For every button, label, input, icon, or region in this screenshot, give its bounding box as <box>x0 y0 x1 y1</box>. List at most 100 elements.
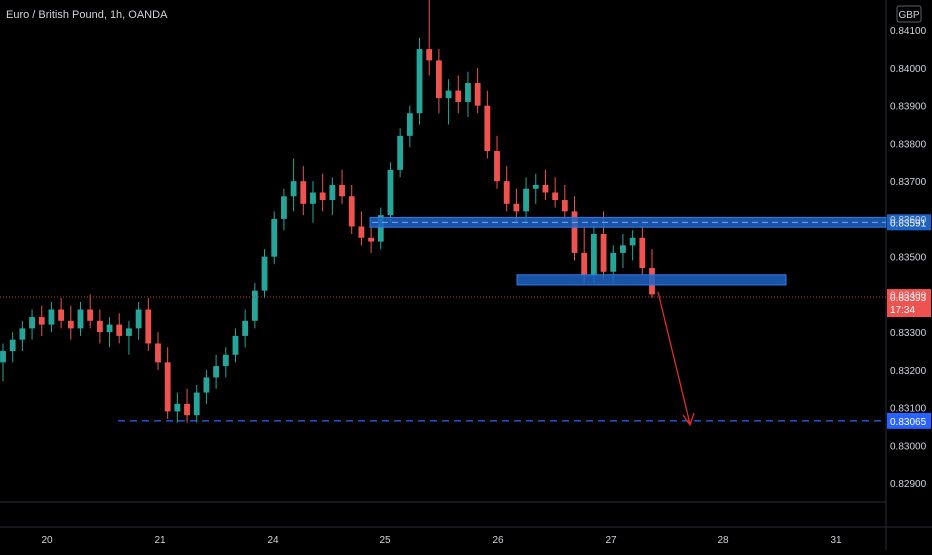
candle[interactable] <box>58 298 65 329</box>
candle[interactable] <box>639 226 646 276</box>
candle[interactable] <box>484 90 491 159</box>
candle[interactable] <box>164 347 171 419</box>
candle[interactable] <box>629 230 636 261</box>
candle[interactable] <box>300 166 307 216</box>
candle[interactable] <box>319 173 326 212</box>
resistance-price-badge[interactable] <box>887 214 931 231</box>
candle-body <box>523 188 529 212</box>
candle[interactable] <box>213 354 220 389</box>
current-price-badge[interactable] <box>887 289 931 318</box>
candle[interactable] <box>581 226 588 284</box>
candle[interactable] <box>87 294 94 329</box>
candle[interactable] <box>126 320 132 355</box>
candle[interactable] <box>406 105 413 148</box>
candle[interactable] <box>571 196 578 261</box>
current-price-text: 0.83393 <box>890 293 927 304</box>
candle[interactable] <box>155 332 161 370</box>
candle-body <box>377 215 384 242</box>
candle[interactable] <box>9 332 16 363</box>
candle-body <box>96 320 103 333</box>
down-arrow-drawing[interactable] <box>657 291 695 427</box>
candle[interactable] <box>145 298 152 352</box>
candle[interactable] <box>0 343 6 382</box>
candle[interactable] <box>503 166 510 212</box>
candle-body <box>445 90 452 99</box>
candle[interactable] <box>445 79 452 125</box>
candle[interactable] <box>377 207 384 250</box>
price-tick-label: 0.84000 <box>890 64 927 75</box>
candle[interactable] <box>203 369 210 404</box>
candle-body <box>184 403 190 416</box>
candle[interactable] <box>271 211 278 265</box>
candle[interactable] <box>19 320 26 352</box>
support-zone[interactable] <box>516 274 787 286</box>
candle[interactable] <box>435 49 442 114</box>
target-price-badge[interactable] <box>887 412 931 429</box>
candle[interactable] <box>116 313 123 344</box>
candle-body <box>513 203 520 212</box>
time-tick-label: 26 <box>492 535 504 546</box>
candle-body <box>426 49 433 61</box>
candle[interactable] <box>290 158 297 212</box>
candle[interactable] <box>48 301 55 333</box>
candle[interactable] <box>77 301 84 336</box>
candle[interactable] <box>222 347 229 378</box>
candle[interactable] <box>184 388 190 423</box>
candle-body <box>48 309 55 325</box>
candle[interactable] <box>232 328 239 363</box>
currency-badge[interactable] <box>896 5 922 23</box>
candle-body <box>19 328 26 340</box>
candle[interactable] <box>532 173 539 204</box>
candle[interactable] <box>397 128 404 178</box>
candle[interactable] <box>261 249 268 299</box>
candle[interactable] <box>96 309 103 344</box>
price-tick-label: 0.84100 <box>890 26 927 37</box>
candle[interactable] <box>455 75 462 114</box>
price-tick-label: 0.83000 <box>890 441 927 452</box>
candle[interactable] <box>67 305 74 340</box>
candle[interactable] <box>242 309 249 348</box>
candle-body <box>67 320 74 329</box>
candle-body <box>406 113 413 136</box>
candle[interactable] <box>329 177 336 216</box>
candle[interactable] <box>368 226 374 253</box>
candle[interactable] <box>193 384 200 423</box>
candle[interactable] <box>494 135 500 189</box>
candle-body <box>155 343 161 363</box>
candle[interactable] <box>348 184 355 235</box>
candle[interactable] <box>561 184 568 219</box>
candle[interactable] <box>106 317 113 348</box>
candle-body <box>58 309 65 321</box>
candle[interactable] <box>358 211 365 246</box>
candle[interactable] <box>174 392 181 423</box>
candle[interactable] <box>523 177 529 223</box>
time-axis[interactable]: 20 21 24 25 26 27 28 31 <box>41 535 842 546</box>
price-axis[interactable]: 0.84100 0.84000 0.83900 0.83800 0.83700 0.836… <box>890 26 927 490</box>
candle[interactable] <box>474 67 481 114</box>
candle[interactable] <box>542 169 549 201</box>
candle[interactable] <box>29 309 35 340</box>
candle-body <box>358 226 365 238</box>
candle-body <box>465 83 471 102</box>
candle[interactable] <box>590 226 597 284</box>
candle-body <box>581 252 588 276</box>
candle[interactable] <box>339 169 345 204</box>
candle-body <box>329 184 336 201</box>
time-tick-label: 20 <box>41 535 53 546</box>
candle[interactable] <box>552 177 559 208</box>
candle-body <box>455 90 462 102</box>
candle[interactable] <box>387 162 394 223</box>
candle[interactable] <box>620 234 626 268</box>
candle[interactable] <box>281 188 287 231</box>
candle-body <box>629 237 636 246</box>
candle-body <box>145 309 152 344</box>
candle[interactable] <box>465 71 471 118</box>
candle[interactable] <box>416 37 423 125</box>
candle[interactable] <box>135 301 142 340</box>
candle-body <box>193 392 200 416</box>
candle[interactable] <box>310 181 316 223</box>
candle[interactable] <box>38 305 45 336</box>
candle[interactable] <box>251 283 258 329</box>
candle[interactable] <box>426 0 433 76</box>
